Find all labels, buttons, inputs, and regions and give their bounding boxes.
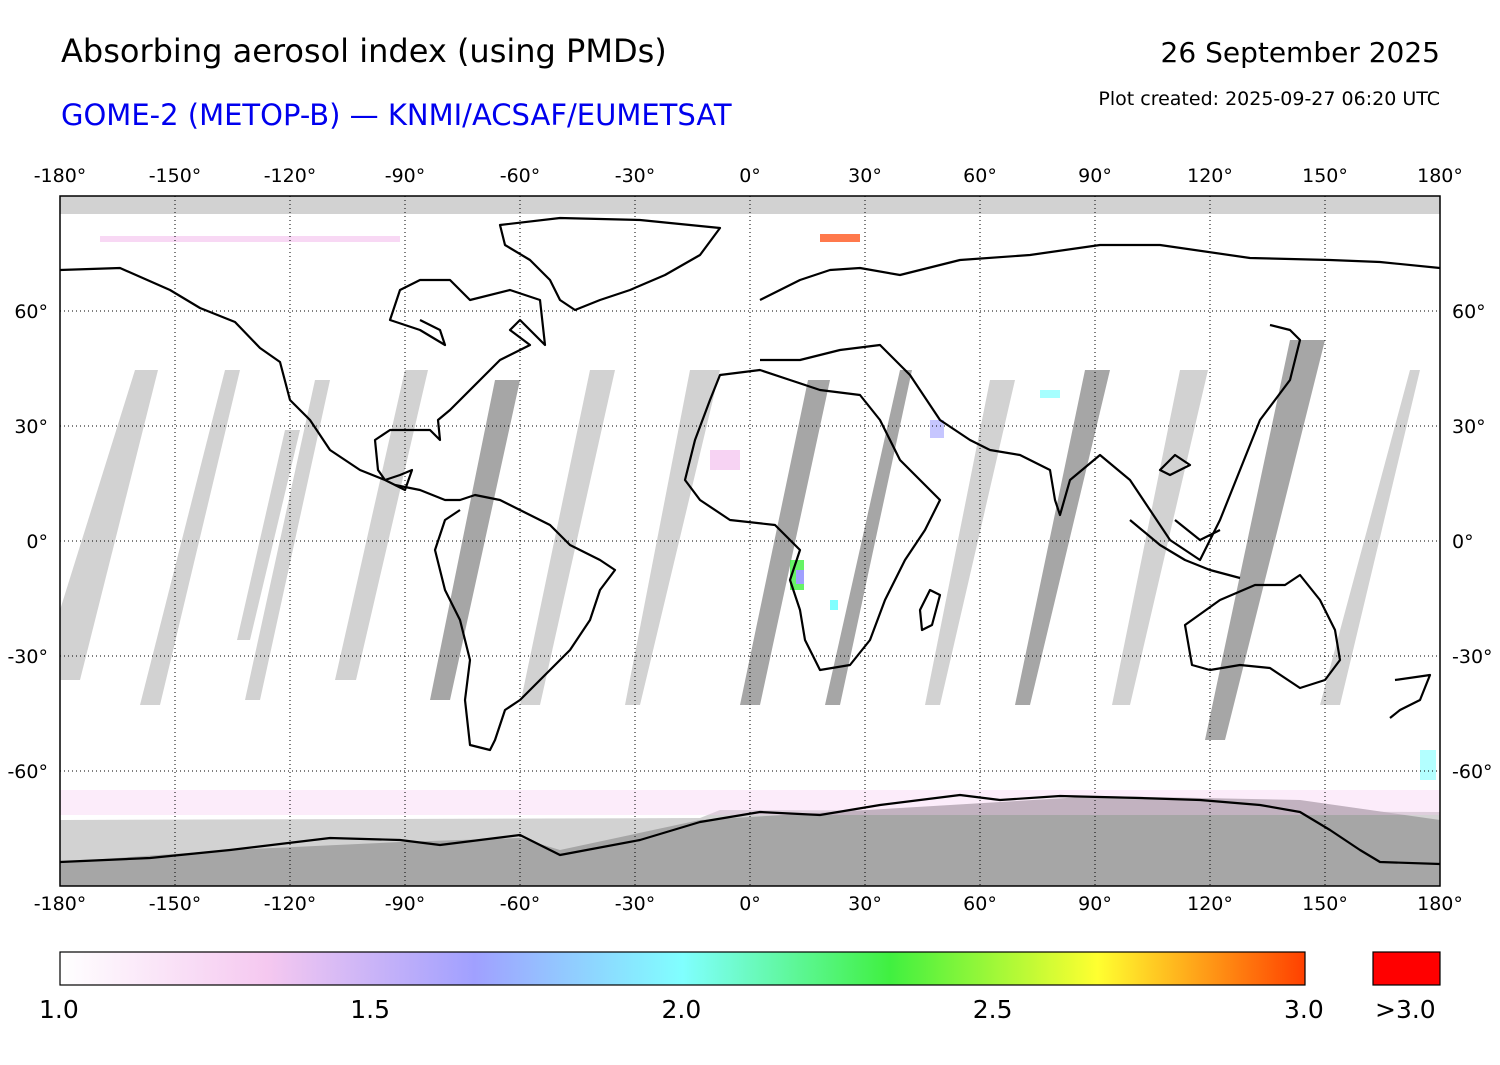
latitude-labels-right: 60° 30° 0° -30° -60°	[1452, 301, 1493, 783]
graticule	[60, 196, 1440, 886]
antarctica-coastline	[60, 793, 1440, 866]
longitude-tick-label: -90°	[385, 165, 426, 187]
colorbar-overflow-label: >3.0	[1375, 995, 1436, 1024]
longitude-tick-label: 150°	[1302, 893, 1348, 915]
longitude-tick-label: -120°	[264, 893, 317, 915]
latitude-tick-label: -60°	[7, 761, 48, 783]
latitude-tick-label: -30°	[7, 646, 48, 668]
greenland-coastline	[498, 216, 722, 312]
orbit-gap-swath	[245, 380, 330, 700]
observation-date: 26 September 2025	[1160, 36, 1440, 69]
longitude-tick-label: 30°	[848, 893, 882, 915]
longitude-tick-label: 30°	[848, 165, 882, 187]
australia-coastline	[1183, 573, 1342, 690]
longitude-tick-label: -30°	[615, 165, 656, 187]
aerosol-pixel-cluster	[930, 420, 944, 438]
southeast-asia-islands-coastline	[1129, 453, 1241, 580]
aerosol-index-pixels	[60, 234, 1440, 815]
latitude-tick-label: -30°	[1452, 646, 1493, 668]
plot-created-timestamp: Plot created: 2025-09-27 06:20 UTC	[1098, 88, 1440, 110]
orbit-gap-swath	[625, 370, 720, 705]
longitude-tick-label: -120°	[264, 165, 317, 187]
colorbar-tick-label: 1.5	[350, 995, 391, 1024]
colorbar-tick-label: 3.0	[1284, 995, 1324, 1024]
longitude-labels-top: -180° -150° -120° -90° -60° -30° 0° 30° 60° 90° 12…	[34, 165, 1463, 187]
longitude-labels-bottom: -180° -150° -120° -90° -60° -30° 0° 30° 60° 90° 12…	[34, 893, 1463, 915]
orbit-gap-swath	[740, 380, 830, 705]
latitude-tick-label: 30°	[14, 416, 48, 438]
aerosol-pixel-cluster	[1040, 390, 1060, 398]
aerosol-pixel-cluster	[830, 600, 838, 610]
orbit-gap-swath	[335, 370, 428, 680]
longitude-tick-label: -60°	[500, 893, 541, 915]
orbit-gap-swath	[140, 370, 240, 705]
aerosol-pixel-cluster	[60, 790, 1440, 815]
latitude-tick-label: 0°	[26, 531, 48, 553]
aerosol-pixel-cluster	[796, 570, 804, 584]
map-frame	[59, 195, 1441, 887]
colorbar-gradient	[59, 951, 1306, 986]
latitude-tick-label: 60°	[14, 301, 48, 323]
map-subtitle: GOME-2 (METOP-B) — KNMI/ACSAF/EUMETSAT	[61, 98, 732, 132]
colorbar-tick-label: 1.0	[39, 995, 79, 1024]
eurasia-north-coastline	[759, 243, 1440, 301]
colorbar-tick-label: 2.0	[661, 995, 702, 1024]
new-zealand-coastline	[1389, 673, 1432, 719]
eurasia-south-coastline	[760, 323, 1302, 562]
longitude-tick-label: 180°	[1417, 893, 1463, 915]
orbit-gap-swaths	[60, 340, 1420, 740]
longitude-tick-label: 90°	[1078, 893, 1112, 915]
colorbar-tick-label: 2.5	[972, 995, 1013, 1024]
longitude-tick-label: -150°	[149, 165, 202, 187]
orbit-gap-swath	[1112, 370, 1208, 705]
longitude-tick-label: -90°	[385, 893, 426, 915]
longitude-tick-label: 60°	[963, 893, 997, 915]
orbit-gap-swath	[925, 380, 1015, 705]
orbit-gap-swath	[1205, 340, 1325, 740]
longitude-tick-label: -60°	[500, 165, 541, 187]
aerosol-pixel-cluster	[710, 450, 740, 470]
longitude-tick-label: -150°	[149, 893, 202, 915]
orbit-gap-swath	[430, 380, 520, 700]
longitude-tick-label: -180°	[34, 893, 87, 915]
latitude-tick-label: 60°	[1452, 301, 1486, 323]
south-america-coastline	[394, 483, 617, 752]
map-title: Absorbing aerosol index (using PMDs)	[61, 32, 667, 70]
map-layers	[60, 196, 1440, 886]
longitude-tick-label: 150°	[1302, 165, 1348, 187]
orbit-gap-swath	[1320, 370, 1420, 705]
latitude-labels-left: 60° 30° 0° -30° -60°	[7, 301, 48, 783]
aerosol-pixel-cluster	[820, 234, 860, 242]
orbit-gap-swath	[237, 430, 300, 640]
longitude-tick-label: 0°	[739, 165, 761, 187]
longitude-tick-label: -180°	[34, 165, 87, 187]
colorbar-overflow-box	[1372, 951, 1441, 986]
orbit-gap-swath	[1015, 370, 1110, 705]
latitude-tick-label: 30°	[1452, 416, 1486, 438]
orbit-gap-swath	[520, 370, 615, 705]
longitude-tick-label: 60°	[963, 165, 997, 187]
longitude-tick-label: 180°	[1417, 165, 1463, 187]
aerosol-pixel-cluster	[100, 236, 400, 242]
orbit-gap-swath	[60, 370, 158, 680]
madagascar-coastline	[918, 588, 942, 632]
longitude-tick-label: -30°	[615, 893, 656, 915]
aerosol-pixel-cluster	[1420, 750, 1436, 780]
orbit-gap-swath	[825, 370, 912, 705]
longitude-tick-label: 0°	[739, 893, 761, 915]
africa-coastline	[683, 368, 942, 672]
latitude-tick-label: 0°	[1452, 531, 1474, 553]
latitude-tick-label: -60°	[1452, 761, 1493, 783]
longitude-tick-label: 120°	[1187, 165, 1233, 187]
longitude-tick-label: 90°	[1078, 165, 1112, 187]
longitude-tick-label: 120°	[1187, 893, 1233, 915]
